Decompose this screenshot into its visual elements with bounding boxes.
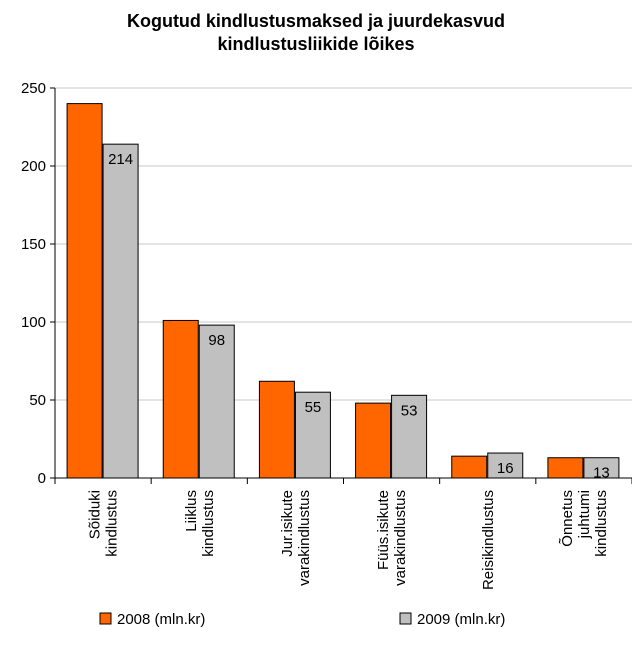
data-label: 55 bbox=[305, 399, 322, 416]
x-category-label: Liikluskindlustus bbox=[183, 490, 217, 557]
chart-title-line-1: Kogutud kindlustusmaksed ja juurdekasvud bbox=[126, 11, 506, 31]
bar-2008 bbox=[451, 455, 488, 479]
bar-2009 bbox=[294, 391, 331, 479]
x-category-label: Jur.isikutevarakindlustus bbox=[279, 490, 313, 586]
data-label: 13 bbox=[593, 465, 610, 482]
data-label: 98 bbox=[208, 332, 225, 349]
x-category-label: Füüs.isikutevarakindlustus bbox=[375, 490, 409, 586]
y-tick-label: 0 bbox=[38, 470, 46, 487]
legend-swatch bbox=[99, 612, 112, 625]
y-tick-label: 100 bbox=[21, 314, 46, 331]
bar-2009 bbox=[391, 394, 428, 479]
x-category-label: Reisikindlustus bbox=[480, 490, 497, 590]
bar-2008 bbox=[66, 103, 103, 479]
bar-2009 bbox=[102, 143, 139, 479]
y-tick-label: 150 bbox=[21, 236, 46, 253]
legend-label: 2009 (mln.kr) bbox=[417, 611, 505, 628]
y-tick-label: 250 bbox=[21, 80, 46, 97]
data-label: 53 bbox=[401, 402, 418, 419]
bar-2008 bbox=[162, 319, 199, 479]
bar-2008 bbox=[258, 380, 295, 479]
legend-swatch bbox=[399, 612, 412, 625]
x-category-label: Õnnetusjuhtumikindlustus bbox=[559, 490, 610, 557]
y-tick-label: 200 bbox=[21, 158, 46, 175]
bar-2009 bbox=[583, 457, 620, 479]
bar-2009 bbox=[198, 324, 235, 479]
data-label: 214 bbox=[108, 151, 133, 168]
bar-2008 bbox=[547, 457, 584, 479]
y-tick-label: 50 bbox=[29, 392, 46, 409]
bar-2009 bbox=[487, 452, 524, 479]
chart-title-line-2: kindlustusliikide lõikes bbox=[217, 34, 415, 54]
legend-label: 2008 (mln.kr) bbox=[117, 611, 205, 628]
x-category-label: Sõidukikindlustus bbox=[87, 490, 121, 557]
bar-2008 bbox=[355, 402, 392, 479]
chart-title: Kogutud kindlustusmaksed ja juurdekasvud… bbox=[0, 10, 632, 56]
data-label: 16 bbox=[497, 460, 514, 477]
